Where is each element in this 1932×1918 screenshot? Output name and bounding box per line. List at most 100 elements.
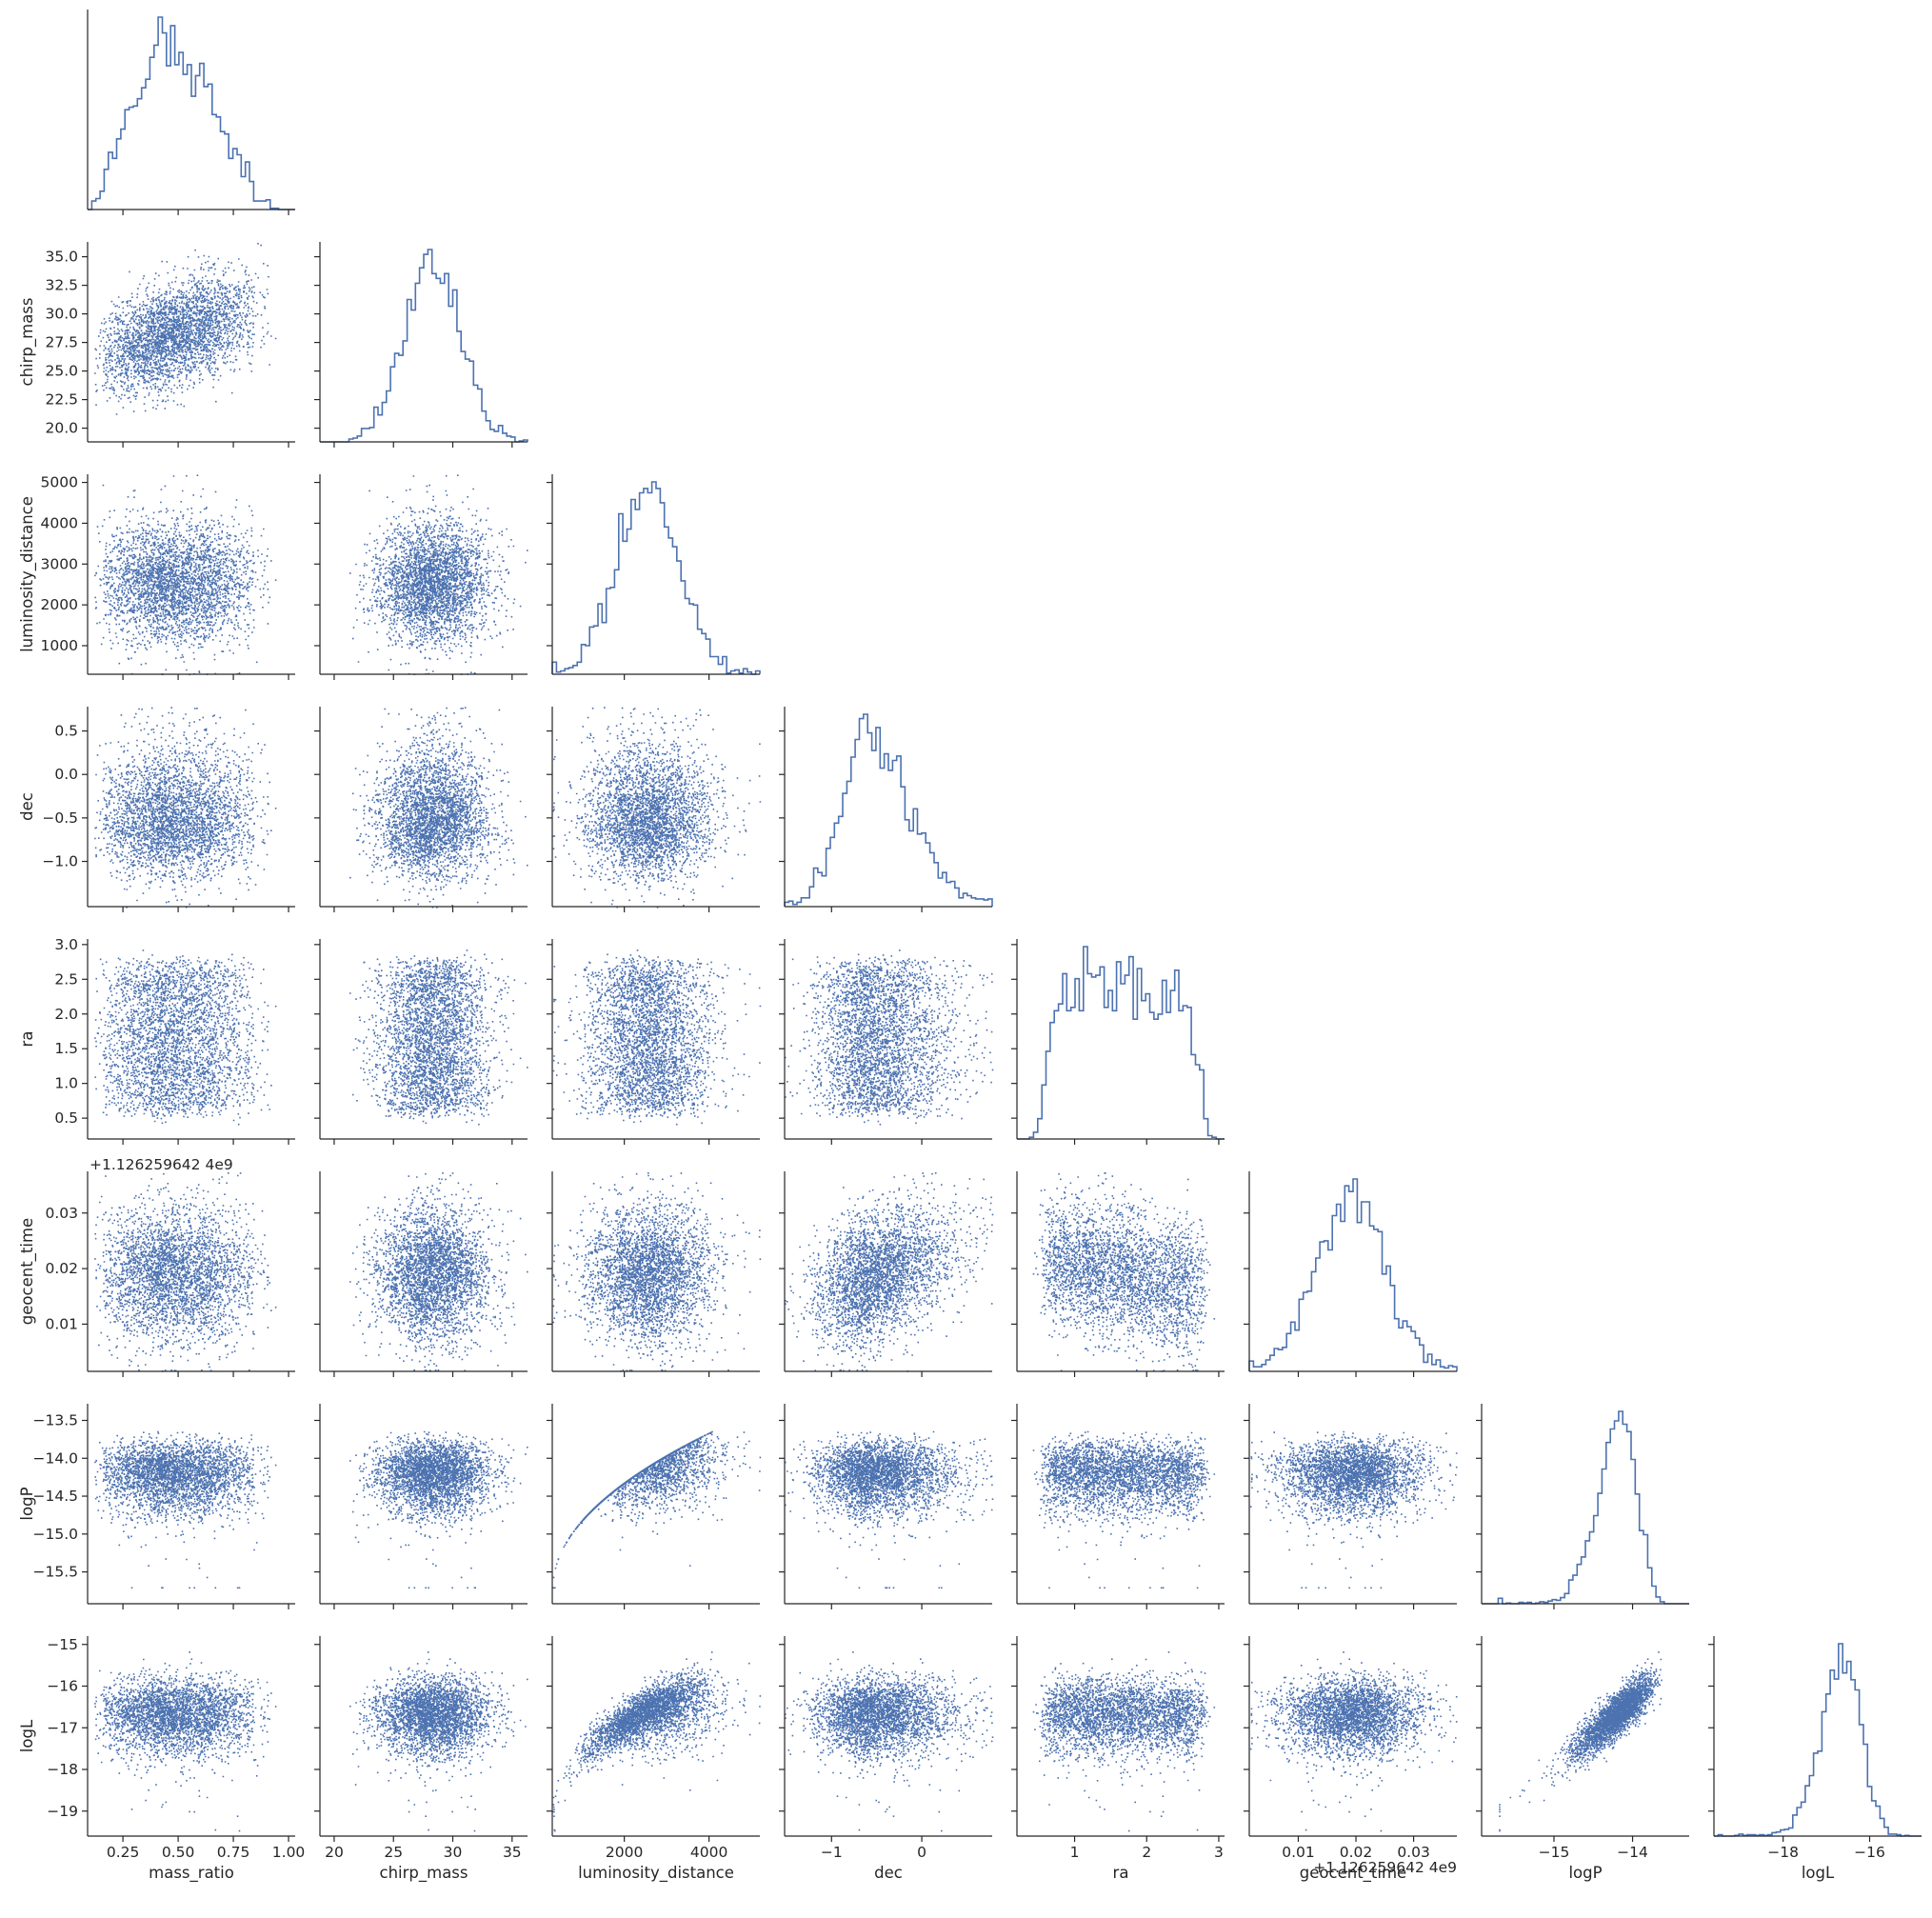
- x-tick-label: 30: [444, 1844, 463, 1861]
- panel-ra-vs-luminosity_distance: [547, 939, 762, 1145]
- scatter-mark: [94, 707, 277, 909]
- x-tick-label: 2000: [606, 1844, 643, 1861]
- y-tick-label: 3000: [41, 555, 78, 572]
- x-tick-label: 1: [1070, 1844, 1080, 1861]
- y-axis-label-chirp_mass: chirp_mass: [18, 298, 37, 387]
- panel-ra-vs-chirp_mass: [314, 939, 528, 1145]
- y-tick-label: −0.5: [42, 809, 78, 827]
- y-tick-label: −18: [47, 1761, 78, 1778]
- scatter-mark: [1032, 1651, 1216, 1832]
- histogram-logL: [1714, 1643, 1922, 1837]
- y-tick-label: 1.5: [54, 1040, 78, 1057]
- scatter-mark: [1499, 1651, 1663, 1832]
- panel-logP-vs-chirp_mass: [314, 1404, 528, 1609]
- scatter-mark: [94, 474, 277, 676]
- x-axis-label-logL: logL: [1802, 1864, 1835, 1882]
- panel-logL-vs-chirp_mass: 20 25 30 35: [314, 1636, 528, 1861]
- scatter-mark: [785, 1651, 994, 1832]
- y-tick-label: 30.0: [45, 306, 78, 323]
- histogram-mass_ratio: [88, 16, 295, 210]
- panel-logP-vs-geocent_time: [1244, 1404, 1458, 1609]
- x-tick-label: −18: [1767, 1844, 1799, 1861]
- histogram-luminosity_distance: [551, 481, 761, 675]
- panel-logL-vs-dec: −1 0: [779, 1636, 994, 1861]
- scatter-mark: [552, 707, 762, 909]
- panel-chirp_mass-vs-mass_ratio: 20.0 22.5 25.0 27.5 30.0 32.5 35.0: [45, 242, 295, 448]
- x-axis-label-logP: logP: [1568, 1864, 1602, 1882]
- scatter-mark: [552, 1651, 762, 1832]
- y-tick-label: 32.5: [45, 277, 78, 294]
- panel-logL-vs-ra: 1 2 3: [1011, 1636, 1225, 1861]
- scatter-points-logP-luminosity_distance: [552, 1430, 762, 1589]
- pairplot-grid: 20.022.525.027.530.032.535.0100020003000…: [18, 10, 1922, 1883]
- panel-logP-vs-mass_ratio: −15.5 −15.0 −14.5 −14.0 −13.5: [33, 1404, 295, 1609]
- histogram-logP: [1482, 1410, 1689, 1605]
- scatter-mark: [349, 1172, 528, 1372]
- panel-dec-vs-mass_ratio: −1.0 −0.5 0.0 0.5: [42, 707, 295, 912]
- x-tick-label: 35: [503, 1844, 522, 1861]
- scatter-points-logL-mass_ratio: [94, 1651, 277, 1832]
- scatter-points-dec-chirp_mass: [349, 707, 528, 909]
- scatter-points-ra-dec: [785, 949, 994, 1126]
- x-tick-label: 2: [1142, 1844, 1151, 1861]
- y-tick-label: −13.5: [33, 1412, 79, 1429]
- panel-logL-vs-mass_ratio: 0.25 0.50 0.75 1.00 −19 −18 −17 −16 −15: [47, 1636, 305, 1861]
- histogram-ra: [1017, 946, 1225, 1140]
- y-axis-label-logP: logP: [18, 1487, 36, 1520]
- x-tick-label: −15: [1539, 1844, 1570, 1861]
- y-axis-label-geocent_time: geocent_time: [18, 1218, 37, 1325]
- y-tick-label: 27.5: [45, 334, 78, 351]
- y-tick-label: −1.0: [42, 853, 78, 870]
- x-offset-text-geocent_time: +1.126259642 4e9: [1313, 1859, 1457, 1876]
- y-tick-label: 35.0: [45, 249, 78, 266]
- scatter-mark: [349, 1651, 528, 1832]
- y-tick-label: 0.0: [54, 766, 78, 783]
- y-tick-label: −19: [47, 1803, 78, 1820]
- scatter-mark: [94, 243, 277, 415]
- panel-ra-vs-dec: [779, 939, 994, 1145]
- x-tick-label: 25: [384, 1844, 403, 1861]
- x-tick-label: 0.25: [107, 1844, 140, 1861]
- y-axis-label-ra: ra: [18, 1031, 36, 1048]
- scatter-mark: [785, 949, 994, 1126]
- scatter-points-logP-mass_ratio: [94, 1430, 277, 1589]
- scatter-mark: [552, 1430, 762, 1589]
- scatter-mark: [94, 1430, 277, 1589]
- x-axis-label-luminosity_distance: luminosity_distance: [578, 1864, 734, 1883]
- panel-ra-vs-mass_ratio: 0.5 1.0 1.5 2.0 2.5 3.0: [54, 936, 295, 1145]
- y-tick-label: 5000: [41, 474, 78, 491]
- x-tick-label: 0.02: [1340, 1844, 1373, 1861]
- y-tick-label: 2.5: [54, 970, 78, 988]
- scatter-mark: [1249, 1430, 1458, 1589]
- panel-dec-vs-dec: [779, 707, 993, 912]
- panel-logL-vs-luminosity_distance: 2000 4000: [547, 1636, 762, 1861]
- x-axis-label-ra: ra: [1113, 1864, 1129, 1882]
- scatter-points-luminosity_distance-mass_ratio: [94, 474, 277, 676]
- x-tick-label: 0.50: [162, 1844, 195, 1861]
- scatter-mark: [1249, 1651, 1458, 1832]
- y-axis-label-logL: logL: [18, 1719, 36, 1752]
- scatter-mark: [349, 949, 528, 1126]
- y-tick-label: 0.5: [54, 723, 78, 740]
- y-axis-label-dec: dec: [18, 792, 36, 821]
- x-tick-label: −1: [821, 1844, 843, 1861]
- scatter-mark: [552, 949, 762, 1126]
- x-tick-label: 0.03: [1397, 1844, 1430, 1861]
- x-tick-label: 1.00: [272, 1844, 306, 1861]
- y-tick-label: 2.0: [54, 1006, 78, 1023]
- scatter-mark: [349, 1430, 528, 1589]
- scatter-points-logL-geocent_time: [1249, 1651, 1458, 1832]
- panel-luminosity_distance-vs-luminosity_distance: [547, 474, 761, 680]
- y-tick-label: −15: [47, 1636, 78, 1653]
- scatter-mark: [552, 1172, 762, 1372]
- y-tick-label: 2000: [41, 596, 78, 613]
- y-tick-label: 3.0: [54, 936, 78, 953]
- scatter-points-logL-ra: [1032, 1651, 1216, 1832]
- x-axis-label-mass_ratio: mass_ratio: [149, 1864, 234, 1883]
- histogram-chirp_mass: [320, 249, 528, 443]
- x-tick-label: 0.75: [217, 1844, 250, 1861]
- panel-luminosity_distance-vs-mass_ratio: 1000 2000 3000 4000 5000: [41, 474, 295, 680]
- scatter-points-logL-chirp_mass: [349, 1651, 528, 1832]
- x-tick-label: 0: [917, 1844, 926, 1861]
- scatter-points-geocent_time-ra: [1032, 1172, 1216, 1372]
